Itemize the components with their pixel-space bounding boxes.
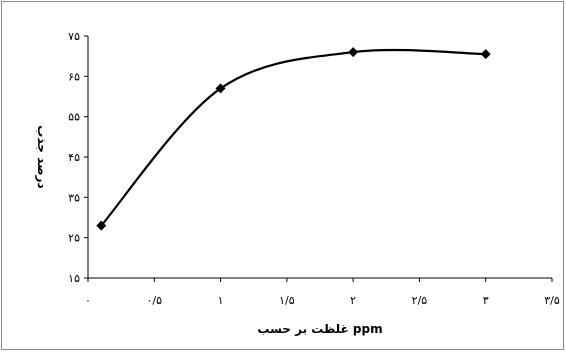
y-tick-label: ۷۵ xyxy=(68,30,80,43)
y-tick-label: ۱۵ xyxy=(68,272,80,285)
y-tick-label: ۵۵ xyxy=(68,111,80,124)
data-point-marker xyxy=(348,47,359,58)
y-tick-label: ۴۵ xyxy=(68,151,80,164)
data-point-marker xyxy=(96,220,107,231)
y-axis-ticks: ۱۵ ۲۵ ۳۵ ۴۵ ۵۵ ۶۵ ۷۵ xyxy=(68,30,88,285)
x-tick-label: ۳/۵ xyxy=(544,294,560,307)
data-point-marker xyxy=(215,83,226,94)
data-point-marker xyxy=(480,49,491,60)
x-axis-title: غلظت بر حسب ppm xyxy=(257,322,382,336)
x-tick-label: ۰ xyxy=(85,294,91,307)
axes xyxy=(87,36,552,279)
x-tick-label: ۱ xyxy=(218,294,224,307)
x-tick-label: ۲ xyxy=(350,294,356,307)
y-tick-label: ۲۵ xyxy=(68,232,80,245)
y-tick-label: ۶۵ xyxy=(68,70,80,83)
x-tick-label: ۲/۵ xyxy=(412,294,428,307)
series-line xyxy=(100,48,486,227)
y-axis-title: درصد جذب xyxy=(35,125,49,188)
y-tick-label: ۳۵ xyxy=(68,191,80,204)
x-tick-label: ۰/۵ xyxy=(147,294,163,307)
x-axis-ticks: ۰ ۰/۵ ۱ ۱/۵ ۲ ۲/۵ ۳ ۳/۵ xyxy=(85,278,560,307)
x-tick-label: ۱/۵ xyxy=(279,294,295,307)
x-tick-label: ۳ xyxy=(483,294,489,307)
series-group xyxy=(96,47,491,231)
